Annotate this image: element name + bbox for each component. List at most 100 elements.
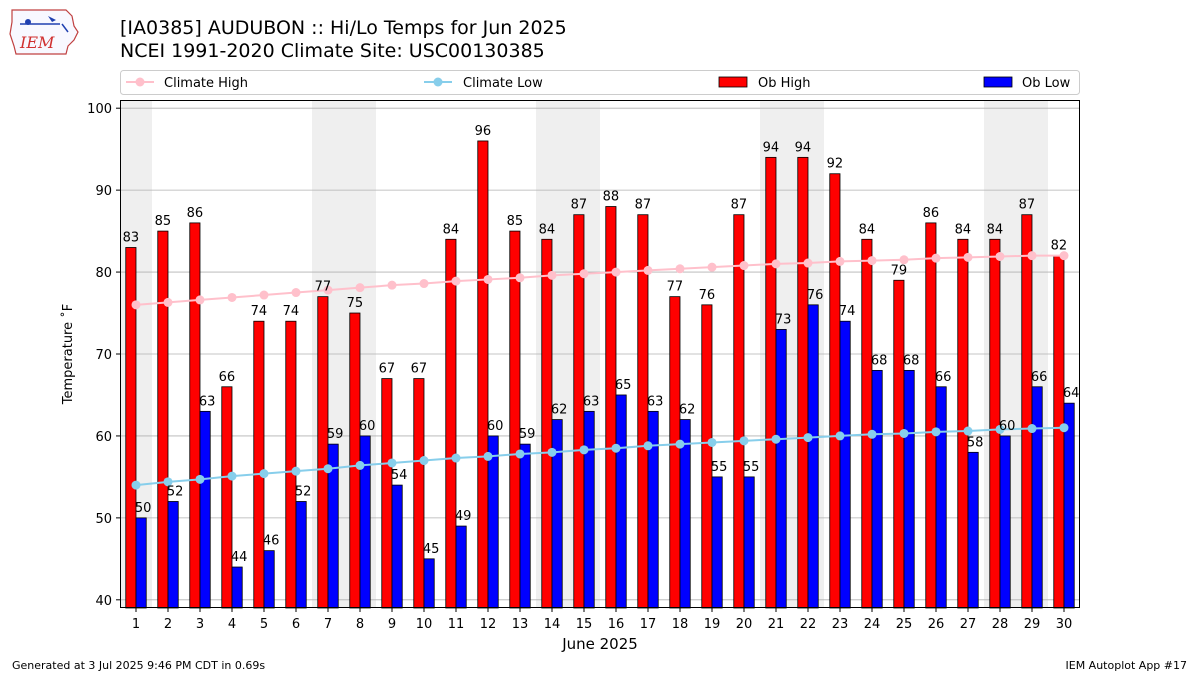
ob-high-bar — [445, 238, 457, 609]
y-axis-label: Temperature ˚F — [60, 304, 76, 405]
x-tick-label: 26 — [928, 617, 945, 632]
climate-low-point — [1059, 423, 1069, 433]
climate-high-point — [707, 262, 717, 272]
ob-high-bar — [1021, 214, 1033, 609]
climate-high-point — [675, 264, 685, 274]
x-tick-label: 5 — [260, 617, 268, 632]
climate-low-line — [135, 426, 1065, 487]
climate-high-point — [867, 256, 877, 266]
x-tick-label: 1 — [132, 617, 140, 632]
ob-low-label: 45 — [423, 542, 440, 557]
y-tick-label: 50 — [95, 512, 112, 527]
ob-low-label: 68 — [871, 353, 888, 368]
legend-frame — [120, 70, 1080, 95]
ob-high-label: 92 — [827, 157, 844, 172]
ob-low-label: 59 — [519, 427, 536, 442]
app-credit: IEM Autoplot App #17 — [1065, 659, 1188, 672]
ob-low-label: 63 — [583, 394, 600, 409]
x-tick-label: 19 — [704, 617, 721, 632]
ob-low-label: 68 — [903, 353, 920, 368]
climate-low-point — [419, 456, 429, 466]
ob-high-label: 84 — [955, 222, 972, 237]
climate-high-point — [835, 256, 845, 266]
climate-low-point — [451, 453, 461, 463]
climate-low-point — [867, 429, 877, 439]
climate-high-point — [579, 269, 589, 279]
ob-low-bar — [487, 435, 499, 609]
ob-high-bar — [733, 214, 745, 609]
ob-high-bar — [765, 156, 777, 609]
climate-low-point — [131, 480, 141, 490]
ob-high-bar — [189, 222, 201, 609]
x-tick-label: 2 — [164, 617, 172, 632]
ob-high-bar — [861, 238, 873, 609]
ob-high-label: 85 — [507, 214, 524, 229]
ob-high-label: 67 — [411, 362, 428, 377]
climate-low-point — [675, 439, 685, 449]
x-tick-label: 25 — [896, 617, 913, 632]
ob-high-bar — [381, 378, 393, 609]
x-tick-label: 28 — [992, 617, 1009, 632]
ob-low-bar — [935, 386, 947, 609]
ob-high-label: 94 — [795, 140, 812, 155]
climate-low-point — [259, 469, 269, 479]
x-tick-label: 17 — [640, 617, 657, 632]
x-tick-label: 13 — [512, 617, 529, 632]
ob-low-label: 60 — [487, 419, 504, 434]
x-tick-label: 3 — [196, 617, 204, 632]
ob-low-bar — [167, 501, 179, 609]
ob-high-bar — [509, 230, 521, 609]
climate-high-point — [931, 253, 941, 263]
climate-low-point — [227, 471, 237, 481]
ob-high-label: 77 — [315, 280, 332, 295]
ob-low-bar — [455, 525, 467, 609]
ob-low-bar — [999, 435, 1011, 609]
climate-low-point — [643, 441, 653, 451]
climate-high-point — [771, 259, 781, 269]
ob-low-label: 44 — [231, 550, 248, 565]
ob-low-label: 55 — [711, 460, 728, 475]
climate-high-point — [515, 273, 525, 283]
ob-high-bar — [477, 140, 489, 609]
climate-high-point — [131, 300, 141, 310]
ob-high-label: 85 — [155, 214, 172, 229]
legend-climate-low-marker — [433, 77, 443, 87]
ob-high-label: 74 — [283, 304, 300, 319]
ob-low-bar — [839, 320, 851, 609]
ob-low-bar — [391, 484, 403, 609]
y-tick-label: 90 — [95, 184, 112, 199]
ob-low-label: 66 — [1031, 370, 1048, 385]
ob-high-label: 67 — [379, 362, 396, 377]
ob-high-bar — [541, 238, 553, 609]
ob-high-bar — [221, 386, 233, 609]
ob-low-label: 73 — [775, 312, 792, 327]
climate-low-point — [931, 427, 941, 437]
ob-high-bar — [253, 320, 265, 609]
ob-low-bar — [135, 517, 147, 609]
ob-high-bar — [157, 230, 169, 609]
climate-low-point — [899, 428, 909, 438]
legend-ob-low-label: Ob Low — [1022, 76, 1071, 91]
climate-low-point — [771, 434, 781, 444]
climate-high-point — [803, 258, 813, 268]
ob-high-label: 94 — [763, 140, 780, 155]
ob-low-label: 55 — [743, 460, 760, 475]
ob-high-bar — [925, 222, 937, 609]
ob-low-label: 58 — [967, 435, 984, 450]
x-axis-label: June 2025 — [561, 635, 638, 653]
climate-lines — [131, 251, 1069, 490]
ob-high-label: 66 — [219, 370, 236, 385]
x-tick-label: 23 — [832, 617, 849, 632]
ob-low-bar — [423, 558, 435, 609]
ob-high-label: 87 — [571, 198, 588, 213]
climate-low-point — [963, 426, 973, 436]
ob-low-label: 60 — [359, 419, 376, 434]
ob-low-bar — [615, 394, 627, 609]
climate-high-point — [995, 251, 1005, 261]
ob-high-label: 74 — [251, 304, 268, 319]
climate-low-point — [1027, 424, 1037, 434]
legend-climate-low-label: Climate Low — [463, 76, 543, 91]
x-tick-label: 4 — [228, 617, 236, 632]
ob-high-label: 77 — [667, 280, 684, 295]
ob-low-label: 60 — [999, 419, 1016, 434]
